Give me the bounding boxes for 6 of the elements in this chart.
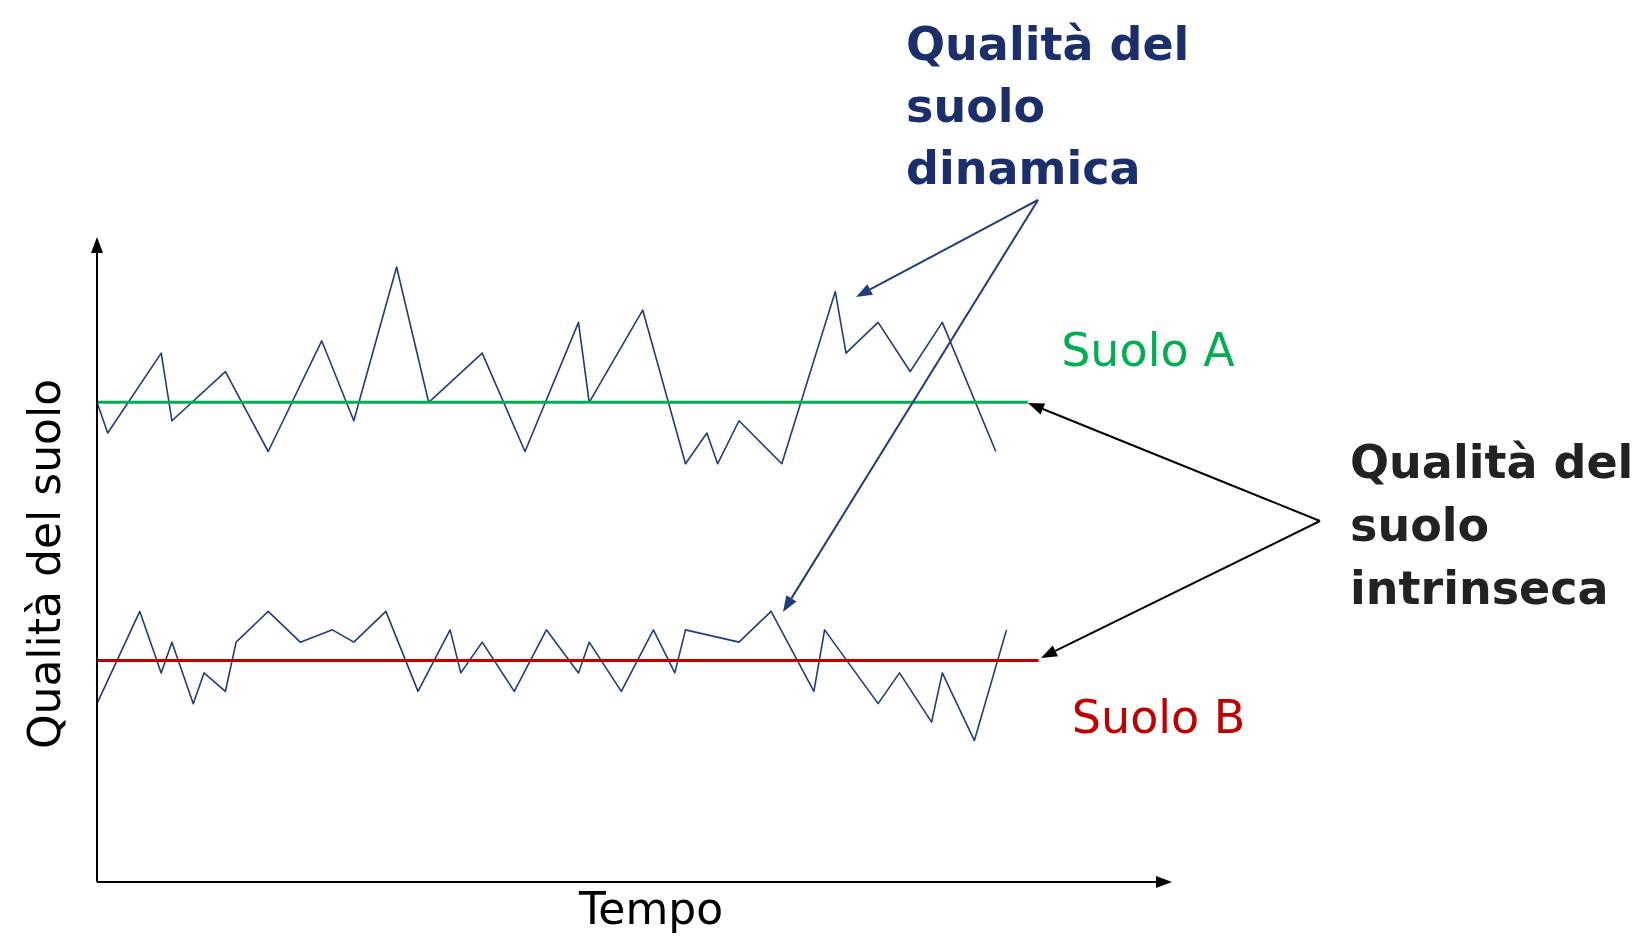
text: Qualità del suolo intrinseca [1350, 435, 1634, 615]
text: Qualità del suolo dinamica [906, 17, 1190, 195]
y-axis-title: Qualità del suolo [19, 378, 70, 750]
series-label: Suolo A [1061, 323, 1236, 378]
series-label: Suolo B [1071, 689, 1246, 744]
x-axis-title: Tempo [577, 883, 724, 934]
